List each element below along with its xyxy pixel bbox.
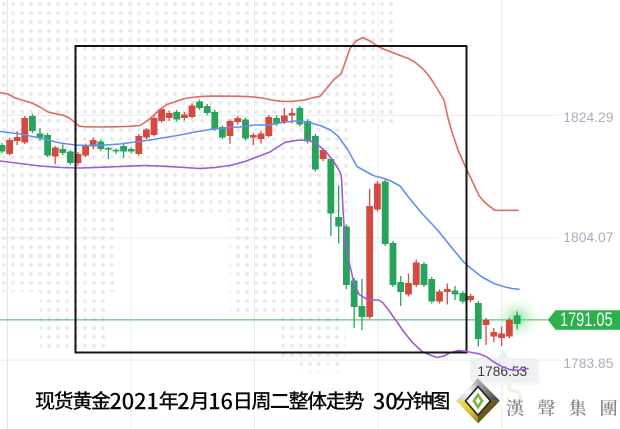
svg-text:1783.85: 1783.85: [563, 355, 613, 371]
svg-text:1824.29: 1824.29: [563, 109, 613, 125]
svg-text:1791.05: 1791.05: [560, 308, 613, 331]
svg-text:1804.07: 1804.07: [563, 229, 613, 245]
svg-text:1786.53: 1786.53: [477, 364, 527, 379]
